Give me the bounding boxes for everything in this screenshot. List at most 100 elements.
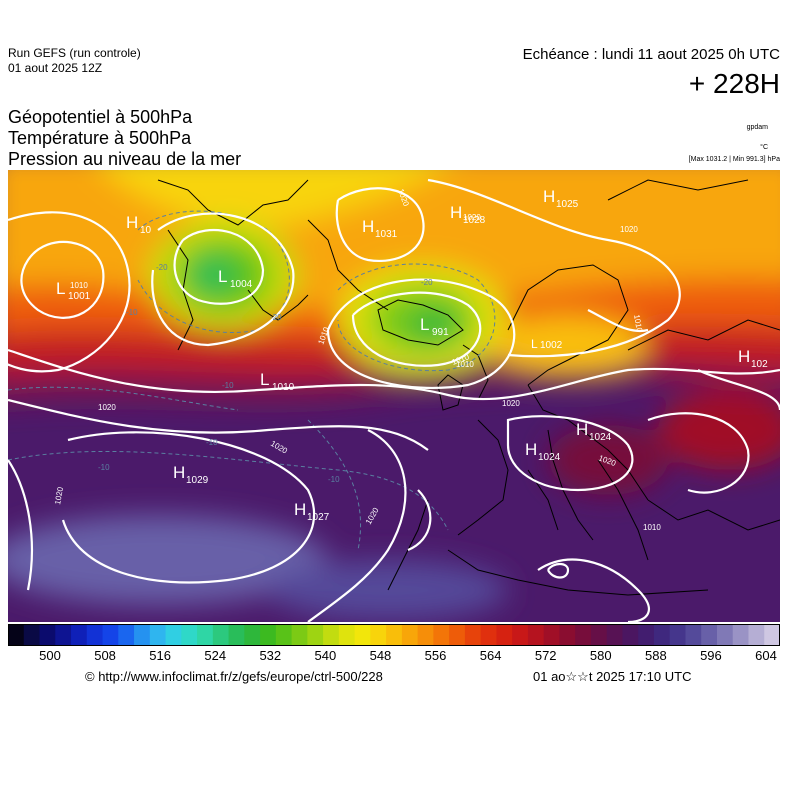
pressure-center-5-value: 1025: [556, 199, 579, 210]
unit-gpdam: gpdam: [746, 124, 768, 131]
colorbar-swatch: [433, 624, 450, 646]
pressure-center-14-value: 1002: [540, 340, 563, 351]
pressure-center-11: H: [576, 420, 588, 439]
pressure-center-1: H: [126, 213, 138, 232]
colorbar-swatch: [275, 624, 293, 646]
isobar-label: 1010: [70, 281, 88, 290]
colorbar-tick-label: 564: [479, 648, 502, 663]
legend-pressure: Pression au niveau de la mer: [8, 149, 242, 169]
pressure-center-6: L: [56, 279, 65, 298]
credit-url[interactable]: © http://www.infoclimat.fr/z/gefs/europe…: [85, 669, 383, 684]
colorbar-swatch: [417, 624, 434, 646]
colorbar-swatch: [71, 624, 88, 646]
colorbar-swatch: [370, 624, 387, 646]
pressure-center-8-value: 1010: [272, 382, 295, 393]
colorbar-swatch: [8, 624, 25, 646]
colorbar-swatch: [23, 624, 41, 646]
isobar-label: 1020: [620, 225, 638, 234]
colorbar-swatch: [622, 624, 639, 646]
colorbar-frame: [8, 624, 780, 646]
colorbar-swatch: [55, 624, 72, 646]
colorbar-swatch: [480, 624, 497, 646]
colorbar-swatch: [606, 624, 623, 646]
pressure-center-9-value: 1029: [186, 475, 209, 486]
pressure-range: [Max 1031.2 | Min 991.3] hPa: [688, 156, 780, 163]
colorbar-swatch: [653, 624, 671, 646]
pressure-center-14: L: [531, 337, 538, 351]
colorbar-tick-label: 516: [149, 648, 171, 663]
pressure-center-12: H: [525, 440, 537, 459]
colorbar-tick-label: 596: [700, 648, 722, 663]
temperature-label: -10: [126, 308, 138, 317]
colorbar-swatch: [527, 624, 545, 646]
colorbar-swatch: [496, 624, 513, 646]
colorbar-swatch: [307, 624, 324, 646]
colorbar-swatch: [575, 624, 592, 646]
pressure-center-10: H: [294, 500, 306, 519]
colorbar-tick-label: 580: [589, 648, 612, 663]
pressure-center-5: H: [543, 187, 555, 206]
temperature-label: -20: [156, 263, 168, 272]
colorbar-tick-label: 540: [314, 648, 337, 663]
colorbar-swatch: [291, 624, 308, 646]
pressure-center-4-value: 1028: [463, 215, 486, 226]
colorbar-swatch: [102, 624, 119, 646]
colorbar-swatch: [590, 624, 608, 646]
colorbar-swatch: [386, 624, 403, 646]
colorbar-swatch: [212, 624, 230, 646]
isobar-label: 1010: [632, 314, 644, 334]
colorbar-swatch: [260, 624, 277, 646]
pressure-center-10-value: 1027: [307, 512, 330, 523]
pressure-center-9: H: [173, 463, 185, 482]
colorbar-swatch: [716, 624, 734, 646]
colorbar-tick-label: 508: [94, 648, 116, 663]
isobar-label: 1020: [98, 403, 116, 412]
isobar-label: 1020: [53, 486, 65, 506]
pressure-center-13: H: [738, 347, 750, 366]
weather-map: H 10 L 1004 H 1031 H 1028 H 1025 L 1001 …: [8, 170, 780, 622]
temperature-label: -10: [206, 438, 218, 447]
pressure-center-13-value: 102: [751, 359, 768, 370]
colorbar-swatch: [764, 624, 780, 646]
forecast-valid-time: Echéance : lundi 11 aout 2025 0h UTC: [522, 46, 780, 63]
lead-time: + 228H: [688, 68, 780, 99]
pressure-center-3-value: 1031: [375, 229, 398, 240]
colorbar-swatch: [354, 624, 371, 646]
isobar-label: 1010: [643, 523, 661, 532]
pressure-center-7: L: [420, 315, 429, 334]
unit-celsius: °C: [760, 144, 768, 151]
colorbar-tick-label: 524: [204, 648, 227, 663]
temperature-label: -10: [222, 381, 234, 390]
pressure-center-12-value: 1024: [538, 452, 561, 463]
temperature-label: -20: [270, 313, 282, 322]
colorbar-swatch: [323, 624, 340, 646]
isobar-label: 1020: [463, 213, 481, 222]
colorbar-swatch: [638, 624, 655, 646]
pressure-center-2: L: [218, 267, 227, 286]
colorbar-swatch: [134, 624, 151, 646]
colorbar-swatch: [39, 624, 56, 646]
colorbar-swatch: [149, 624, 167, 646]
colorbar-swatch: [559, 624, 576, 646]
pressure-center-7-value: 991: [432, 327, 449, 338]
legend-temperature: Température à 500hPa: [8, 128, 192, 148]
colorbar-swatch: [228, 624, 245, 646]
pressure-center-2-value: 1004: [230, 279, 253, 290]
colorbar-swatch: [449, 624, 466, 646]
colorbar-swatch: [244, 624, 261, 646]
pressure-center-6-value: 1001: [68, 291, 91, 302]
isobar-label: 1010: [456, 360, 474, 369]
colorbar-tick-label: 572: [534, 648, 557, 663]
colorbar-swatch: [701, 624, 718, 646]
colorbar-tick-label: 548: [369, 648, 392, 663]
colorbar-tick-label: 588: [644, 648, 667, 663]
colorbar-swatch: [669, 624, 686, 646]
legend-geopotential: Géopotentiel à 500hPa: [8, 107, 193, 127]
colorbar-swatch: [86, 624, 104, 646]
temperature-label: -10: [98, 463, 110, 472]
pressure-center-8: L: [260, 370, 269, 389]
colorbar-tick-label: 532: [259, 648, 282, 663]
colorbar: [8, 624, 780, 646]
colorbar-swatch: [732, 624, 749, 646]
pressure-center-1-value: 10: [140, 225, 152, 236]
